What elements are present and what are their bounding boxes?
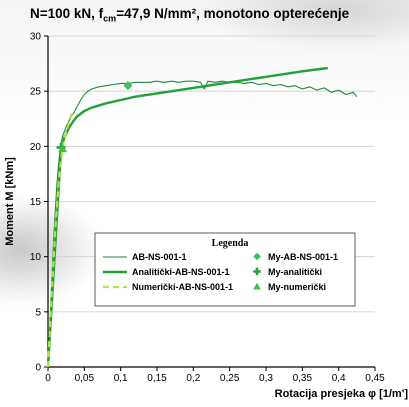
axes (44, 35, 376, 371)
x-tick-label: 0,1 (114, 373, 128, 384)
marker-triangle (58, 144, 68, 153)
x-tick-label: 0,3 (259, 373, 273, 384)
series-line-2 (46, 66, 328, 368)
legend: Legenda AB-NS-001-1 Analitički-AB-NS-001-1… (94, 232, 356, 307)
legend-swatch-marker (253, 252, 261, 261)
chart-title-subscript: cm (103, 13, 117, 24)
x-axis-title: Rotacija presjeka φ [1/m'] (275, 388, 409, 400)
x-tick-label: 0,4 (332, 373, 346, 384)
legend-swatch-marker (253, 267, 261, 276)
series-lines (46, 66, 358, 368)
marker-diamond (123, 81, 133, 91)
y-tick-label: 25 (30, 87, 42, 98)
series-line-1 (47, 80, 358, 368)
y-tick-label: 10 (30, 252, 42, 263)
chart-title: N=100 kN, fcm=47,9 N/mm², monotono opter… (30, 6, 349, 24)
y-tick-label: 5 (35, 307, 41, 318)
series-line-3 (46, 112, 74, 368)
legend-entry-label: My-AB-NS-001-1 (268, 252, 338, 262)
y-tick-label: 20 (30, 142, 42, 153)
y-tick-label: 0 (35, 363, 41, 374)
x-tick-label: 0,05 (75, 373, 95, 384)
y-axis-title: Moment M [kNm] (4, 157, 16, 246)
x-tick-label: 0,45 (365, 373, 385, 384)
x-tick-label: 0,25 (220, 373, 240, 384)
y-tick-labels: 0 5 10 15 20 25 30 (30, 32, 42, 374)
y-tick-label: 30 (30, 32, 42, 43)
x-tick-label: 0,35 (293, 373, 313, 384)
chart-title-suffix: =47,9 N/mm², monotono opterećenje (116, 6, 350, 21)
y-tick-label: 15 (30, 197, 42, 208)
series-markers (56, 81, 133, 153)
legend-entry-label: AB-NS-001-1 (132, 252, 187, 262)
legend-entry-label: My-analitički (268, 267, 322, 277)
chart-title-prefix: N=100 kN, f (30, 6, 104, 21)
legend-box (94, 232, 356, 307)
legend-entry-label: My-numerički (268, 282, 326, 292)
legend-entry-label: Analitički-AB-NS-001-1 (132, 267, 230, 277)
x-tick-label: 0 (45, 373, 51, 384)
legend-title: Legenda (212, 238, 249, 249)
legend-entry-label: Numerički-AB-NS-001-1 (132, 282, 233, 292)
x-tick-label: 0,15 (147, 373, 167, 384)
x-tick-label: 0,2 (186, 373, 200, 384)
x-tick-labels: 0 0,05 0,1 0,15 0,2 0,25 0,3 0,35 0,4 0,45 (45, 373, 385, 384)
legend-swatch-marker (253, 282, 261, 290)
